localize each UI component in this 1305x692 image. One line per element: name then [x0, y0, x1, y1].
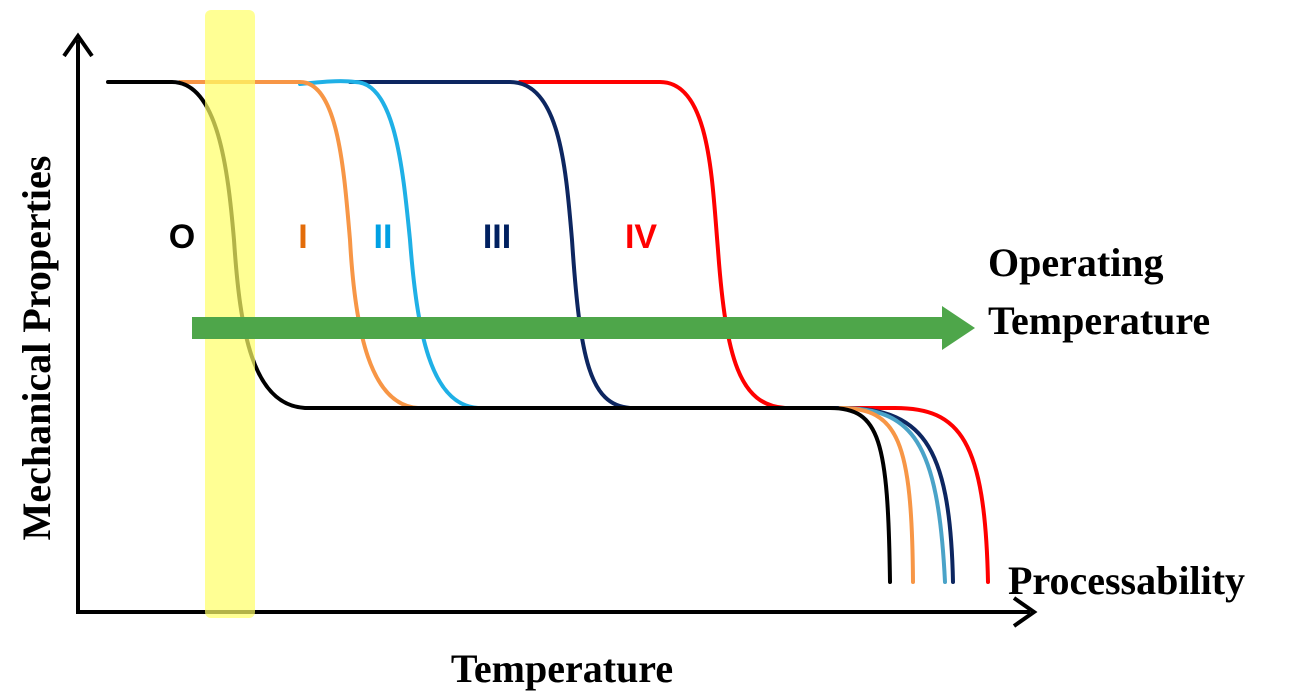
- operating-temperature-label: Operating Temperature: [988, 240, 1210, 343]
- curve-ii: [298, 79, 480, 410]
- region-label-o: O: [169, 218, 195, 256]
- curve-iii: [348, 80, 955, 584]
- x-axis-arrowhead: [1012, 596, 1038, 628]
- operating-temperature-arrow: [192, 306, 975, 350]
- arrow-head: [942, 306, 975, 350]
- arrow-shaft: [192, 317, 944, 339]
- x-axis-title: Temperature: [451, 646, 673, 691]
- region-label-iii: III: [483, 218, 511, 256]
- highlight-band: [205, 10, 255, 618]
- region-label-i: I: [298, 218, 307, 256]
- operating-label-line1: Operating: [988, 240, 1164, 285]
- operating-label-line2: Temperature: [988, 298, 1210, 343]
- curve-i-tail: [838, 406, 915, 584]
- y-axis-arrowhead: [62, 32, 94, 58]
- region-label-ii: II: [374, 218, 393, 256]
- curve-i: [178, 80, 420, 410]
- region-labels: O I II III IV: [169, 218, 658, 256]
- region-label-iv: IV: [625, 218, 657, 256]
- y-axis-title: Mechanical Properties: [14, 156, 59, 541]
- processability-label: Processability: [1008, 558, 1245, 603]
- curve-iv: [518, 80, 990, 584]
